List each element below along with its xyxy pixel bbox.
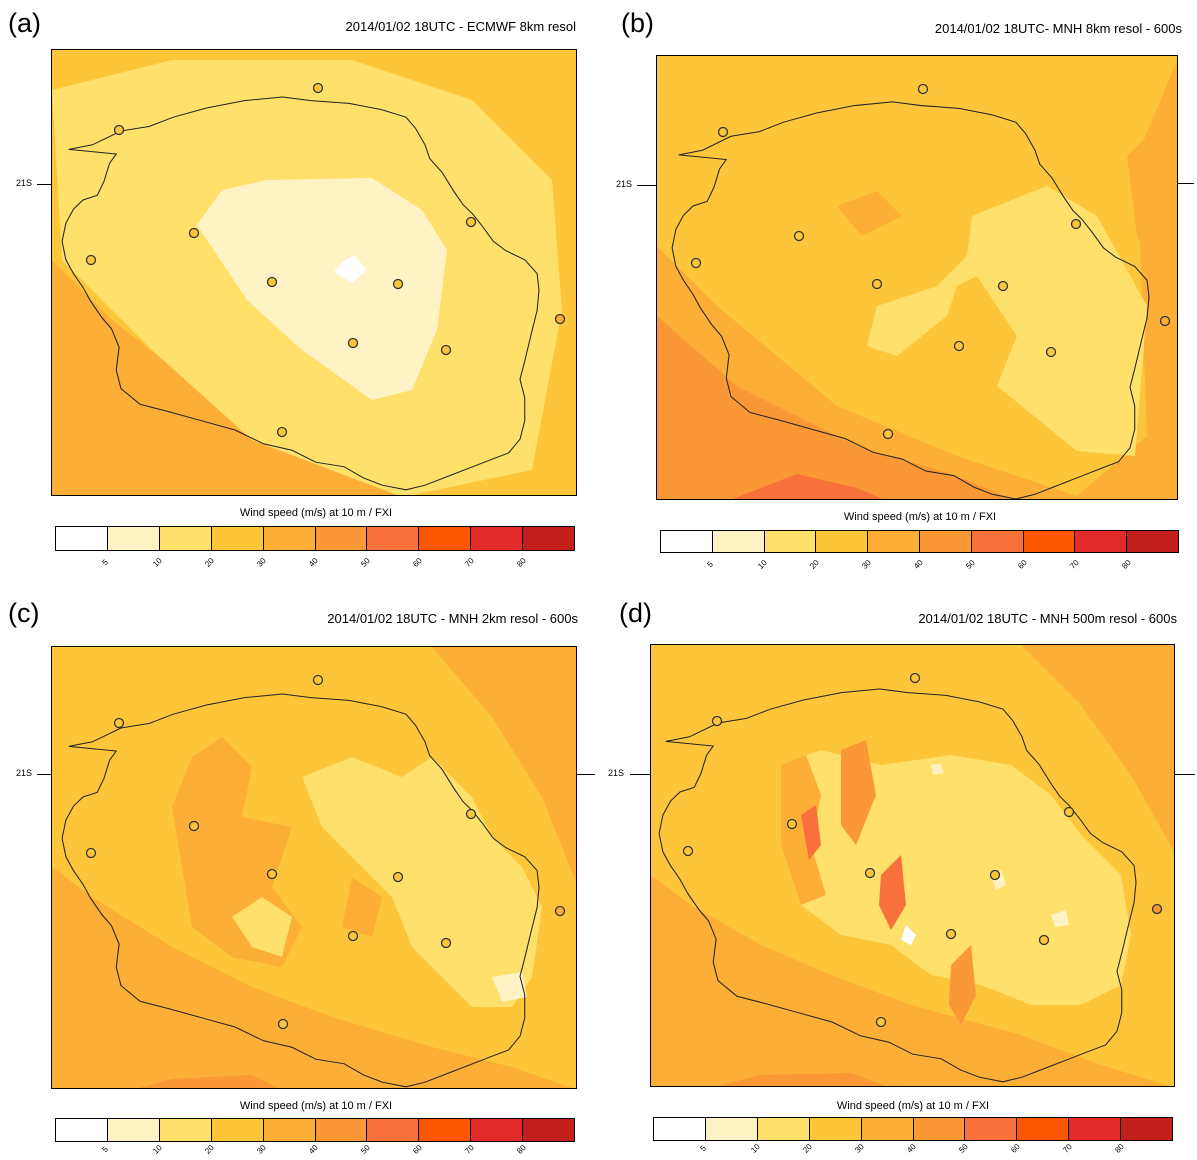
panel-title: 2014/01/02 18UTC - MNH 500m resol - 600s <box>918 611 1177 626</box>
colorbar <box>55 526 575 551</box>
colorbar-title: Wind speed (m/s) at 10 m / FXI <box>820 511 1020 523</box>
latitude-label: 21S <box>608 768 624 778</box>
colorbar-title: Wind speed (m/s) at 10 m / FXI <box>216 507 416 519</box>
latitude-label: 21S <box>16 768 32 778</box>
colorbar-title: Wind speed (m/s) at 10 m / FXI <box>216 1100 416 1112</box>
panel-title: 2014/01/02 18UTC - ECMWF 8km resol <box>346 19 576 34</box>
panel-letter: (b) <box>621 8 654 39</box>
wind-map <box>51 49 577 496</box>
wind-map <box>650 644 1175 1087</box>
colorbar <box>55 1118 575 1142</box>
panel-letter: (c) <box>8 598 39 629</box>
latitude-label: 21S <box>16 178 32 188</box>
panel-d: (d) 2014/01/02 18UTC - MNH 500m resol - … <box>600 590 1197 1160</box>
latitude-tick <box>1178 183 1194 184</box>
latitude-label: 21S <box>616 179 632 189</box>
panel-title: 2014/01/02 18UTC - MNH 2km resol - 600s <box>327 611 578 626</box>
panel-letter: (a) <box>8 8 41 39</box>
wind-field <box>52 50 577 496</box>
colorbar-title: Wind speed (m/s) at 10 m / FXI <box>813 1100 1013 1112</box>
latitude-tick <box>1175 774 1195 775</box>
wind-map <box>656 55 1178 500</box>
panel-title: 2014/01/02 18UTC- MNH 8km resol - 600s <box>935 21 1182 36</box>
panel-b: (b) 2014/01/02 18UTC- MNH 8km resol - 60… <box>600 0 1197 580</box>
wind-field <box>657 56 1178 500</box>
wind-field <box>651 645 1175 1087</box>
wind-map <box>51 646 577 1089</box>
wind-field <box>52 647 577 1089</box>
latitude-tick <box>37 774 51 775</box>
panel-a: (a) 2014/01/02 18UTC - ECMWF 8km resol 2… <box>0 0 598 580</box>
latitude-tick <box>37 184 51 185</box>
latitude-tick <box>637 185 656 186</box>
panel-letter: (d) <box>619 598 652 629</box>
latitude-tick <box>630 774 650 775</box>
panel-c: (c) 2014/01/02 18UTC - MNH 2km resol - 6… <box>0 590 598 1160</box>
colorbar <box>660 530 1179 553</box>
colorbar <box>653 1117 1173 1141</box>
latitude-tick <box>577 774 595 775</box>
